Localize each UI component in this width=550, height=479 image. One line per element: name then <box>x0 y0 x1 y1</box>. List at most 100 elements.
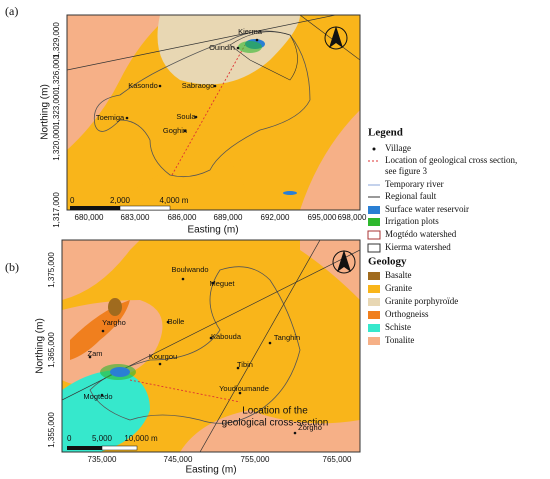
village-dot <box>211 281 215 285</box>
village-label: Tibin <box>237 360 253 369</box>
x-tick-label: 755,000 <box>241 455 270 464</box>
village-dot <box>236 366 240 370</box>
legend-label: Basalte <box>385 270 412 280</box>
scale-label: 10,000 m <box>124 434 158 443</box>
legend-label: Location of geological cross section, <box>385 155 517 165</box>
village-dot <box>209 336 213 340</box>
scale-label: 2,000 <box>110 196 131 205</box>
village-label: Soula <box>176 112 196 121</box>
village-dot <box>236 46 240 50</box>
village-dot <box>166 320 170 324</box>
north-arrow <box>324 26 348 50</box>
village-dot <box>268 341 272 345</box>
village-dot <box>100 393 104 397</box>
legend-label: Surface water reservoir <box>385 204 469 214</box>
x-axis-label: Easting (m) <box>187 225 238 236</box>
x-tick-label: 695,000 <box>308 213 337 222</box>
legend-label: Orthogneiss <box>385 309 429 319</box>
village-dot <box>101 329 105 333</box>
village-dot <box>194 115 198 119</box>
legend-label: Temporary river <box>385 179 444 189</box>
north-arrow <box>332 250 356 274</box>
legend-symbol <box>372 147 376 151</box>
scale-label: 0 <box>70 196 75 205</box>
village-dot <box>238 391 242 395</box>
scale-label: 0 <box>67 434 72 443</box>
legend-label: Kierma watershed <box>385 242 451 252</box>
village-dot <box>255 38 259 42</box>
x-tick-label: 698,000 <box>338 213 367 222</box>
village-dot <box>293 431 297 435</box>
village-label: Meguet <box>209 279 235 288</box>
legend-symbol <box>367 243 381 253</box>
x-axis-label: Easting (m) <box>185 465 236 476</box>
legend-swatch <box>368 311 380 319</box>
village-dot <box>125 116 129 120</box>
y-tick-label: 1,326,000 <box>52 55 61 91</box>
annotation: Location of the <box>242 406 308 417</box>
village-label: Boulwando <box>171 265 208 274</box>
y-tick-label: 1,365,000 <box>47 332 56 368</box>
legend-label: Schiste <box>385 322 411 332</box>
x-tick-label: 689,000 <box>214 213 243 222</box>
village-label: Mogtedo <box>83 392 112 401</box>
village-label: Goghin <box>163 126 187 135</box>
village-dot <box>158 84 162 88</box>
legend-label: Granite <box>385 283 412 293</box>
x-tick-label: 735,000 <box>88 455 117 464</box>
village-label: Kabouda <box>211 332 242 341</box>
panel-label: (b) <box>5 260 19 274</box>
y-tick-label: 1,323,000 <box>52 90 61 126</box>
x-tick-label: 692,000 <box>261 213 290 222</box>
legend-title: Geology <box>368 256 407 268</box>
legend-swatch <box>368 298 380 306</box>
x-tick-label: 745,000 <box>164 455 193 464</box>
y-tick-label: 1,320,000 <box>52 125 61 161</box>
legend-swatch <box>368 285 380 293</box>
village-label: Sabraogo <box>182 81 215 90</box>
legend-label: Granite porphyroïde <box>385 296 458 306</box>
panel-label: (a) <box>5 4 18 18</box>
village-label: Zam <box>88 349 103 358</box>
legend-symbol <box>368 218 380 226</box>
x-tick-label: 765,000 <box>323 455 352 464</box>
x-tick-label: 683,000 <box>121 213 150 222</box>
y-tick-label: 1,355,000 <box>47 412 56 448</box>
legend-label: Tonalite <box>385 335 414 345</box>
legend-label: Mogtédo watershed <box>385 229 457 239</box>
village-dot <box>158 362 162 366</box>
village-label: Yargho <box>102 318 126 327</box>
village-dot <box>213 84 217 88</box>
village-dot <box>183 129 187 133</box>
x-tick-label: 680,000 <box>75 213 104 222</box>
village-dot <box>88 355 92 359</box>
legend-title: Legend <box>368 127 403 139</box>
village-label: Kasondo <box>128 81 158 90</box>
map-a <box>67 15 360 210</box>
village-label: Kierma <box>238 27 263 36</box>
legend-swatch <box>368 337 380 345</box>
village-label: Tanghin <box>274 333 300 342</box>
village-label: Ouindin <box>209 43 235 52</box>
legend-symbol <box>367 230 381 240</box>
village-label: Kourgou <box>149 352 177 361</box>
village-label: Toemiga <box>96 113 125 122</box>
legend-swatch <box>368 272 380 280</box>
village-label: Zorgho <box>298 423 322 432</box>
legend-symbol <box>368 206 380 214</box>
village-dot <box>181 277 185 281</box>
scale-label: 4,000 m <box>160 196 189 205</box>
legend-label: Regional fault <box>385 191 437 201</box>
legend-label: Village <box>385 143 411 153</box>
village-label: Youdioumande <box>219 384 269 393</box>
y-tick-label: 1,329,000 <box>52 22 61 58</box>
x-tick-label: 686,000 <box>168 213 197 222</box>
legend-label: see figure 3 <box>385 166 427 176</box>
scale-label: 5,000 <box>92 434 113 443</box>
frame-b <box>61 239 361 453</box>
frame-a <box>66 14 361 211</box>
village-label: Bolle <box>168 317 185 326</box>
y-axis-label: Northing (m) <box>35 318 46 374</box>
y-tick-label: 1,375,000 <box>47 252 56 288</box>
